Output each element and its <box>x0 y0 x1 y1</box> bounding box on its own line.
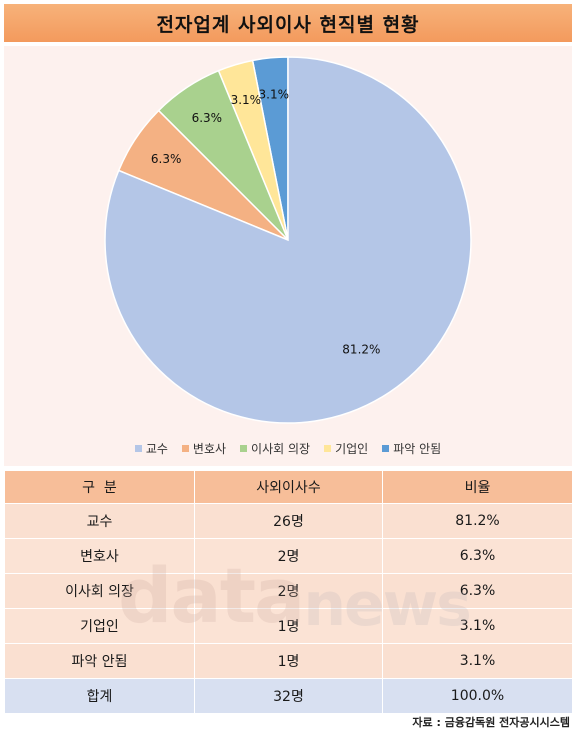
table-header-cell: 사외이사수 <box>194 470 383 504</box>
legend: 교수 변호사 이사회 의장 기업인 파악 안됨 <box>4 438 572 458</box>
table-cell: 26명 <box>194 503 383 539</box>
data-label: 6.3% <box>192 111 223 125</box>
table-cell: 2명 <box>194 538 383 574</box>
table-row: 파악 안됨 1명 3.1% <box>4 643 573 679</box>
table-cell: 변호사 <box>4 538 195 574</box>
legend-swatch <box>181 444 189 452</box>
table-header-row: 구 분 사외이사수 비율 <box>4 470 573 504</box>
table-cell: 81.2% <box>382 503 573 539</box>
table-cell: 6.3% <box>382 538 573 574</box>
chart-panel: 3.1% 3.1% 6.3% 6.3% 81.2% 교수 변호사 이사회 의장 기업인 … <box>4 46 572 466</box>
data-label: 6.3% <box>151 152 182 166</box>
table-cell: 3.1% <box>382 643 573 679</box>
legend-label: 파악 안됨 <box>393 441 442 456</box>
data-table: 구 분 사외이사수 비율 교수 26명 81.2% 변호사 2명 6.3% 이사… <box>4 470 573 714</box>
data-label: 3.1% <box>259 87 290 101</box>
pie-slice <box>104 56 472 424</box>
table-cell: 파악 안됨 <box>4 643 195 679</box>
table-cell: 기업인 <box>4 608 195 644</box>
legend-item: 변호사 <box>181 440 227 457</box>
table-row: 교수 26명 81.2% <box>4 503 573 539</box>
legend-swatch <box>240 444 248 452</box>
table-row: 기업인 1명 3.1% <box>4 608 573 644</box>
legend-swatch <box>382 444 390 452</box>
legend-label: 변호사 <box>192 441 227 456</box>
table-cell: 1명 <box>194 608 383 644</box>
table-cell: 이사회 의장 <box>4 573 195 609</box>
table-cell: 합계 <box>4 678 195 714</box>
table-total-row: 합계 32명 100.0% <box>4 678 573 714</box>
legend-item: 기업인 <box>324 440 368 457</box>
legend-swatch <box>324 444 332 452</box>
table-cell: 6.3% <box>382 573 573 609</box>
table-header-cell: 비율 <box>382 470 573 504</box>
table-row: 이사회 의장 2명 6.3% <box>4 573 573 609</box>
table-row: 변호사 2명 6.3% <box>4 538 573 574</box>
table-cell: 1명 <box>194 643 383 679</box>
table-cell: 100.0% <box>382 678 573 714</box>
table-cell: 3.1% <box>382 608 573 644</box>
data-label: 3.1% <box>231 93 262 107</box>
legend-item: 이사회 의장 <box>240 440 310 457</box>
chart-title: 전자업계 사외이사 현직별 현황 <box>4 4 572 42</box>
table-cell: 32명 <box>194 678 383 714</box>
legend-item: 교수 <box>134 440 168 457</box>
table-cell: 2명 <box>194 573 383 609</box>
source-note: 자료 : 금융감독원 전자공시시스템 <box>412 716 570 729</box>
legend-label: 기업인 <box>335 441 369 456</box>
table-header-cell: 구 분 <box>4 470 195 504</box>
data-label: 81.2% <box>342 342 380 356</box>
legend-swatch <box>134 444 142 452</box>
table-cell: 교수 <box>4 503 195 539</box>
pie-chart: 3.1%3.1% 6.3% 6.3% 81.2% <box>104 56 472 424</box>
legend-item: 파악 안됨 <box>382 440 441 457</box>
legend-label: 이사회 의장 <box>251 441 311 456</box>
legend-label: 교수 <box>145 441 168 456</box>
